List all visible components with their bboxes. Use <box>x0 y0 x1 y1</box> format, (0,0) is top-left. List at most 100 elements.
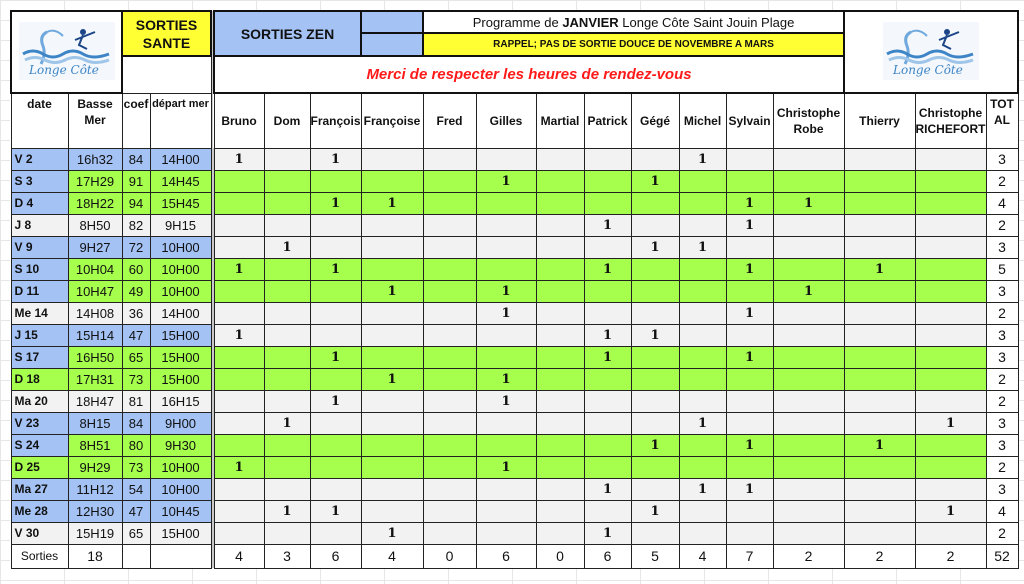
depart-cell[interactable]: 10H00 <box>149 455 212 479</box>
depart-cell[interactable]: 15H00 <box>149 367 212 391</box>
attendance-cell[interactable] <box>725 169 774 193</box>
attendance-cell[interactable] <box>725 147 774 171</box>
attendance-cell[interactable] <box>535 455 585 479</box>
attendance-cell[interactable]: 1 <box>475 301 537 325</box>
attendance-cell[interactable] <box>263 477 311 501</box>
attendance-cell[interactable] <box>535 367 585 391</box>
attendance-cell[interactable] <box>678 499 727 523</box>
attendance-cell[interactable] <box>725 323 774 347</box>
attendance-cell[interactable] <box>422 455 477 479</box>
attendance-cell[interactable] <box>475 477 537 501</box>
basse-mer-cell[interactable]: 17H29 <box>67 169 123 193</box>
attendance-cell[interactable]: 1 <box>914 411 987 435</box>
attendance-cell[interactable] <box>535 411 585 435</box>
attendance-cell[interactable] <box>535 323 585 347</box>
attendance-cell[interactable] <box>772 213 845 237</box>
attendance-cell[interactable] <box>914 455 987 479</box>
attendance-cell[interactable] <box>772 455 845 479</box>
attendance-cell[interactable] <box>360 213 424 237</box>
attendance-cell[interactable] <box>914 301 987 325</box>
attendance-cell[interactable] <box>213 433 265 457</box>
attendance-cell[interactable] <box>360 169 424 193</box>
date-cell[interactable]: D 4 <box>10 191 69 215</box>
coef-cell[interactable]: 84 <box>121 411 151 435</box>
date-cell[interactable]: S 24 <box>10 433 69 457</box>
depart-cell[interactable]: 10H45 <box>149 499 212 523</box>
attendance-cell[interactable]: 1 <box>678 147 727 171</box>
basse-mer-cell[interactable]: 18H47 <box>67 389 123 413</box>
attendance-cell[interactable] <box>535 169 585 193</box>
attendance-cell[interactable]: 1 <box>678 411 727 435</box>
attendance-cell[interactable]: 1 <box>309 257 362 281</box>
basse-mer-cell[interactable]: 17H31 <box>67 367 123 391</box>
depart-cell[interactable]: 15H00 <box>149 345 212 369</box>
attendance-cell[interactable] <box>630 191 680 215</box>
attendance-cell[interactable]: 1 <box>309 191 362 215</box>
attendance-cell[interactable]: 1 <box>360 521 424 545</box>
attendance-cell[interactable] <box>309 301 362 325</box>
basse-mer-cell[interactable]: 16h32 <box>67 147 123 171</box>
attendance-cell[interactable] <box>678 345 727 369</box>
attendance-cell[interactable] <box>843 301 916 325</box>
attendance-cell[interactable] <box>583 279 632 303</box>
depart-cell[interactable]: 9H00 <box>149 411 212 435</box>
attendance-cell[interactable]: 1 <box>360 279 424 303</box>
attendance-cell[interactable] <box>263 367 311 391</box>
date-cell[interactable]: S 17 <box>10 345 69 369</box>
attendance-cell[interactable] <box>475 213 537 237</box>
attendance-cell[interactable] <box>843 147 916 171</box>
attendance-cell[interactable] <box>535 301 585 325</box>
attendance-cell[interactable] <box>535 213 585 237</box>
attendance-cell[interactable] <box>725 455 774 479</box>
attendance-cell[interactable] <box>535 345 585 369</box>
attendance-cell[interactable] <box>914 235 987 259</box>
attendance-cell[interactable] <box>535 257 585 281</box>
depart-cell[interactable]: 15H45 <box>149 191 212 215</box>
attendance-cell[interactable]: 1 <box>630 169 680 193</box>
attendance-cell[interactable] <box>213 389 265 413</box>
attendance-cell[interactable]: 1 <box>630 323 680 347</box>
coef-cell[interactable]: 72 <box>121 235 151 259</box>
attendance-cell[interactable] <box>360 499 424 523</box>
attendance-cell[interactable] <box>843 411 916 435</box>
attendance-cell[interactable] <box>360 389 424 413</box>
attendance-cell[interactable] <box>725 367 774 391</box>
attendance-cell[interactable] <box>678 279 727 303</box>
basse-mer-cell[interactable]: 12H30 <box>67 499 123 523</box>
attendance-cell[interactable] <box>678 191 727 215</box>
attendance-cell[interactable]: 1 <box>583 477 632 501</box>
attendance-cell[interactable]: 1 <box>309 345 362 369</box>
attendance-cell[interactable]: 1 <box>475 455 537 479</box>
attendance-cell[interactable]: 1 <box>725 213 774 237</box>
date-cell[interactable]: V 2 <box>10 147 69 171</box>
attendance-cell[interactable] <box>772 433 845 457</box>
attendance-cell[interactable] <box>772 345 845 369</box>
attendance-cell[interactable] <box>422 191 477 215</box>
attendance-cell[interactable] <box>535 147 585 171</box>
attendance-cell[interactable] <box>422 279 477 303</box>
depart-cell[interactable]: 9H15 <box>149 213 212 237</box>
date-cell[interactable]: V 9 <box>10 235 69 259</box>
attendance-cell[interactable] <box>422 521 477 545</box>
attendance-cell[interactable] <box>843 477 916 501</box>
attendance-cell[interactable] <box>213 301 265 325</box>
date-cell[interactable]: D 18 <box>10 367 69 391</box>
attendance-cell[interactable]: 1 <box>725 301 774 325</box>
coef-cell[interactable]: 65 <box>121 345 151 369</box>
attendance-cell[interactable] <box>360 477 424 501</box>
attendance-cell[interactable] <box>583 433 632 457</box>
attendance-cell[interactable] <box>213 477 265 501</box>
attendance-cell[interactable] <box>360 345 424 369</box>
depart-cell[interactable]: 14H00 <box>149 301 212 325</box>
attendance-cell[interactable] <box>263 323 311 347</box>
attendance-cell[interactable] <box>630 367 680 391</box>
attendance-cell[interactable] <box>263 345 311 369</box>
attendance-cell[interactable]: 1 <box>583 521 632 545</box>
coef-cell[interactable]: 80 <box>121 433 151 457</box>
attendance-cell[interactable]: 1 <box>309 499 362 523</box>
attendance-cell[interactable] <box>725 235 774 259</box>
depart-cell[interactable]: 10H00 <box>149 257 212 281</box>
attendance-cell[interactable] <box>422 213 477 237</box>
attendance-cell[interactable] <box>535 389 585 413</box>
attendance-cell[interactable]: 1 <box>772 191 845 215</box>
